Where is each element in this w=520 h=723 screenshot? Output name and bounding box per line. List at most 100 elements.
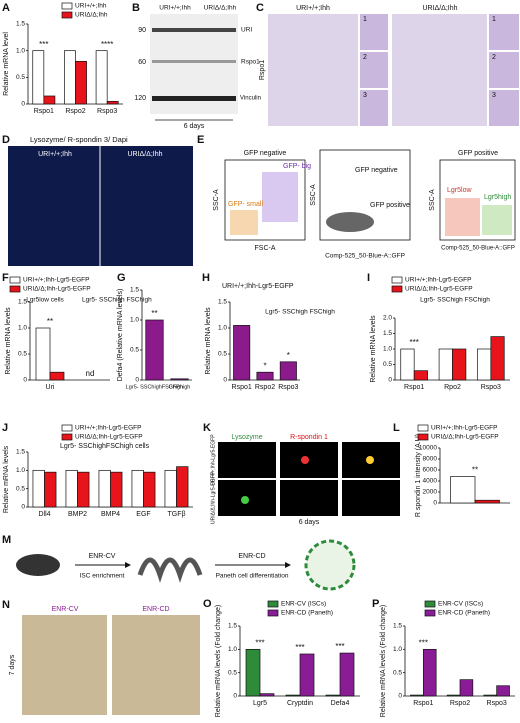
y-tick-label: 0 [233,693,237,700]
legend-label: URIΔ/Δ;Ihh-Lgr5-EGFP [431,434,499,441]
group-label: Lgr5- SSChigh FSChigh [265,309,335,316]
organoid [304,539,356,591]
label: ENR-CV [52,606,79,613]
label: Lgr5high [484,194,511,201]
significance: nd [86,369,95,378]
y-tick-label: 0.5 [16,74,25,81]
y-tick-label: 1.0 [18,325,27,332]
y-tick-label: 0.5 [16,485,25,492]
label: Comp-525_50-Blue-A::GFP [441,246,515,252]
y-tick-label: 1.0 [383,346,392,353]
panel-letter: M [2,534,11,546]
x-tick-label: Rspo2 [450,700,470,707]
legend-label: URI+/+;Ihh-Lgr5-EGFP [405,277,471,284]
panel-letter: J [2,422,8,434]
bar [43,95,56,105]
mouse [16,554,60,576]
label: Vinculin [240,96,261,102]
x-tick-label: Defa4 [331,700,350,707]
y-tick-label: 1.0 [228,646,237,653]
bar [279,361,297,381]
label: URIΔ/Δ;Ihh [127,151,162,158]
histology [392,14,487,126]
y-tick-label: 0 [433,500,437,507]
bar [474,499,500,504]
bar [143,471,156,508]
legend-label: ENR-CD (Paneth) [438,610,490,617]
y-tick-label: 1.5 [218,299,227,306]
y-tick-label: 0 [135,377,139,384]
band [152,60,236,63]
label: Paneth cell differentiation [216,573,289,580]
panel-letter: C [256,2,264,14]
inset [360,14,388,50]
label: 120 [134,95,146,102]
bar [95,50,108,105]
panel-letter: B [132,2,140,14]
bar [410,694,424,697]
y-tick-label: 1.0 [16,467,25,474]
x-tick-label: BMP2 [68,511,87,518]
label: Lysozyme [231,434,262,441]
legend-label: URIΔ/Δ;Ihh-Lgr5-EGFP [405,286,473,293]
legend-swatch [61,424,73,432]
chart-title: Lgr5- SSChighFSChigh cells [60,443,150,450]
legend-swatch [424,609,436,617]
significance: ** [47,317,53,326]
legend-swatch [267,600,279,608]
y-axis-label: Relative mRNA levels [370,315,377,383]
panel-letter: D [2,134,10,146]
bar [233,325,251,381]
x-tick-label: Lgr5 [253,700,267,707]
legend-swatch [9,285,21,293]
label: 3 [363,92,367,99]
group-label: Lgr5low cells [26,297,64,304]
bar [106,100,119,105]
y-tick-label: 2.0 [383,315,392,322]
bar [483,694,498,697]
signal [241,496,249,504]
bar [450,476,476,504]
y-tick-label: 0.5 [393,669,402,676]
y-tick-label: 0 [223,377,227,384]
x-tick-label: Rpo2 [444,384,461,391]
label: SSC-A [429,189,436,211]
y-tick-label: 4000 [423,478,438,485]
legend-swatch [9,276,21,284]
label: FSC-A [255,245,276,252]
x-tick-label: Lgr5- SSChighFSChigh [126,384,183,390]
label: 1 [363,16,367,23]
x-tick-label: Rspo1 [232,384,252,391]
bar [176,466,189,508]
x-tick-label: EGF [136,511,150,518]
significance: *** [39,40,48,49]
label: Comp-525_50-Blue-A::GFP [325,253,405,260]
bar [285,694,301,697]
bar [496,685,510,697]
signal [301,456,309,464]
y-tick-label: 1.5 [16,449,25,456]
inset [489,14,519,50]
significance: **** [101,40,113,49]
inset [489,90,519,126]
bar [32,50,45,105]
bar [477,348,492,381]
label: ISC enrichment [80,573,125,580]
organoid-image [112,615,200,715]
y-tick-label: 1.5 [130,287,139,294]
label: URIΔ/Δ;Ihh-Lgr5-EGFP [210,471,216,524]
flow-plot [439,159,516,241]
chart-title: URI+/+;Ihh-Lgr5-EGFP [222,283,294,290]
flow-plot [224,159,306,241]
bar [64,50,76,105]
legend-label: URIΔ/Δ;Ihh-Lgr5-EGFP [23,286,91,293]
gate [230,210,258,235]
label: GFP negative [355,167,398,174]
bar [490,336,505,381]
panel-letter: N [2,599,10,611]
legend-swatch [61,433,73,441]
x-tick-label: Rspo3 [278,384,298,391]
significance: *** [335,642,344,651]
bar [413,370,428,381]
